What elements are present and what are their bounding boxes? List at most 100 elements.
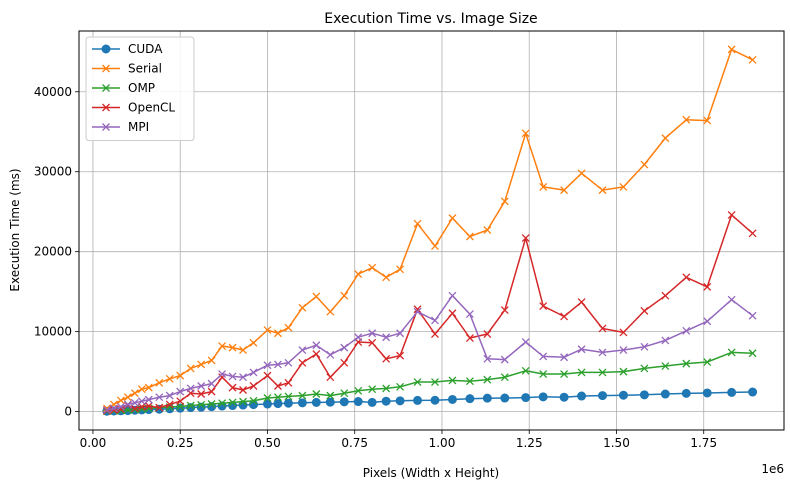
mpi-point <box>263 361 272 370</box>
omp-point <box>249 396 258 405</box>
omp-point <box>619 367 628 376</box>
mpi-point <box>116 402 125 411</box>
opencl-point <box>431 330 439 339</box>
opencl-point <box>176 397 185 406</box>
mpi-point <box>249 368 258 377</box>
omp-point <box>598 368 607 377</box>
cuda-point <box>559 392 569 402</box>
serial-point <box>483 226 492 235</box>
opencl-point <box>521 234 530 243</box>
legend: CUDA Serial OMP OpenCL MPI <box>85 36 195 141</box>
mpi-point <box>413 307 422 316</box>
legend-omp-point <box>102 84 110 92</box>
x-tick-label: 0.75 <box>341 436 368 450</box>
opencl-point <box>207 387 216 396</box>
legend-box <box>85 36 195 141</box>
mpi-point <box>239 373 247 382</box>
opencl-point <box>197 390 206 398</box>
mpi-point <box>218 370 227 378</box>
cuda-point <box>175 403 185 413</box>
opencl-point <box>368 338 377 347</box>
omp-point <box>748 349 757 358</box>
serial-point <box>640 160 649 169</box>
mpi-point <box>144 395 153 404</box>
serial-point <box>577 169 586 178</box>
mpi-point <box>382 333 391 342</box>
opencl-point <box>619 328 628 337</box>
y-axis-ticks: 0 10000 20000 30000 40000 <box>34 85 79 419</box>
serial-point <box>298 303 307 312</box>
serial-point <box>396 265 405 274</box>
serial-point <box>560 186 569 195</box>
cuda-point <box>618 390 628 400</box>
legend-label-cuda: CUDA <box>128 42 163 56</box>
opencl-point <box>703 282 712 291</box>
serial-point <box>130 389 139 398</box>
omp-point <box>298 391 307 400</box>
omp-point <box>284 392 293 401</box>
opencl-point <box>263 371 272 380</box>
x-tick-label: 0.50 <box>254 436 281 450</box>
cuda-point <box>339 397 349 407</box>
legend-opencl-point <box>102 103 110 112</box>
legend-entry-opencl: OpenCL <box>92 101 175 115</box>
serial-point <box>207 356 216 365</box>
serial-point <box>116 396 125 405</box>
serial-point <box>218 342 227 351</box>
mpi-point <box>273 360 282 369</box>
mpi-point <box>598 348 607 357</box>
series-cuda <box>102 387 758 416</box>
cuda-point <box>353 397 363 407</box>
cuda-point <box>381 396 391 406</box>
legend-mpi-point <box>102 123 110 131</box>
serial-point <box>340 291 349 300</box>
omp-point <box>682 359 691 368</box>
omp-point <box>263 394 272 402</box>
mpi-point <box>207 379 216 388</box>
omp-point <box>273 393 282 402</box>
opencl-point <box>500 306 509 315</box>
legend-entry-serial: Serial <box>92 62 162 76</box>
mpi-point <box>137 397 146 406</box>
legend-cuda-point <box>101 44 111 54</box>
x-tick-label: 1.75 <box>690 436 717 450</box>
serial-point <box>619 182 628 191</box>
serial-point <box>239 346 247 354</box>
y-tick-label: 20000 <box>34 245 72 259</box>
serial-point <box>228 343 237 352</box>
serial-point <box>263 326 272 335</box>
omp-point <box>431 378 439 386</box>
omp-point <box>465 377 474 386</box>
cuda-point <box>598 391 608 401</box>
mpi-point <box>560 353 569 362</box>
x-tick-label: 0.00 <box>80 436 107 450</box>
omp-point <box>560 370 569 378</box>
opencl-point <box>448 309 457 318</box>
serial-point <box>703 116 712 125</box>
omp-point <box>413 378 422 386</box>
opencl-point <box>312 350 321 358</box>
omp-point <box>500 373 509 382</box>
legend-entry-mpi: MPI <box>92 120 149 134</box>
chart-title: Execution Time vs. Image Size <box>324 11 537 27</box>
y-tick-label: 30000 <box>34 165 72 179</box>
omp-point <box>727 348 736 357</box>
mpi-line <box>106 294 754 411</box>
omp-point <box>186 401 195 410</box>
mpi-point <box>186 384 195 393</box>
omp-point <box>228 398 237 407</box>
mpi-point <box>123 400 132 409</box>
cuda-point <box>249 400 259 410</box>
cuda-point <box>283 398 293 408</box>
cuda-point <box>639 390 649 400</box>
mpi-point <box>368 329 377 338</box>
mpi-point <box>298 346 307 354</box>
legend-label-serial: Serial <box>128 62 162 76</box>
opencl-point <box>130 404 139 413</box>
cuda-point <box>465 394 475 404</box>
opencl-point <box>539 302 548 311</box>
x-axis-label: Pixels (Width x Height) <box>363 466 499 480</box>
serial-point <box>598 186 607 195</box>
omp-point <box>382 384 391 393</box>
opencl-point <box>396 351 405 360</box>
